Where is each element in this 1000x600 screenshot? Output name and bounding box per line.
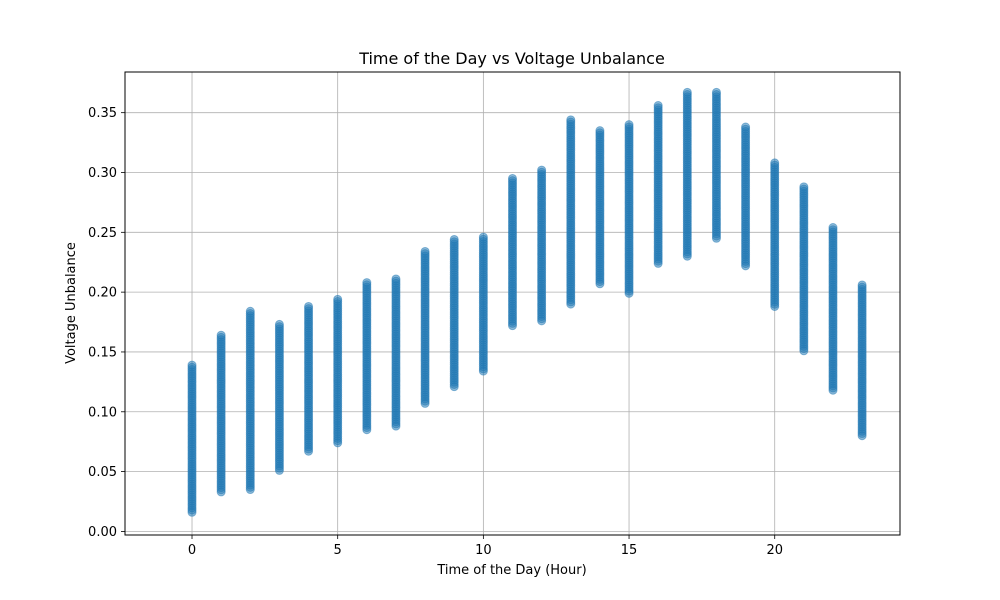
hour-4-points	[304, 301, 314, 456]
y-tick-label: 0.35	[88, 106, 117, 121]
scatter-point	[653, 100, 663, 110]
hour-0-points	[187, 360, 197, 517]
hour-23-points	[857, 280, 867, 441]
scatter-point	[537, 165, 547, 175]
x-tick-label: 0	[188, 543, 196, 558]
hour-8-points	[420, 246, 430, 408]
data-points	[187, 87, 867, 517]
chart-title: Time of the Day vs Voltage Unbalance	[358, 49, 665, 68]
scatter-point	[566, 115, 576, 125]
scatter-point	[770, 158, 780, 168]
hour-22-points	[828, 223, 838, 395]
y-tick-label: 0.25	[88, 226, 117, 241]
scatter-point	[304, 301, 314, 311]
hour-7-points	[391, 274, 401, 431]
y-tick-label: 0.10	[88, 405, 117, 420]
hour-10-points	[478, 232, 488, 376]
scatter-point	[274, 319, 284, 329]
y-tick-label: 0.00	[88, 525, 117, 540]
hour-11-points	[508, 173, 517, 331]
scatter-point	[362, 278, 372, 288]
scatter-point	[245, 306, 255, 316]
hour-13-points	[566, 115, 576, 309]
y-tick-label: 0.20	[88, 286, 117, 301]
x-tick-label: 15	[621, 543, 638, 558]
hour-20-points	[770, 158, 780, 311]
hour-16-points	[653, 100, 663, 268]
y-tick-label: 0.15	[88, 345, 117, 360]
x-axis-title: Time of the Day (Hour)	[436, 563, 586, 578]
hour-21-points	[799, 182, 809, 356]
x-tick-label: 5	[334, 543, 342, 558]
hour-2-points	[245, 306, 255, 495]
hour-17-points	[682, 87, 692, 261]
scatter-point	[216, 330, 226, 340]
scatter-point	[187, 360, 197, 370]
hour-14-points	[595, 126, 605, 289]
scatter-point	[420, 246, 430, 256]
scatter-point	[508, 173, 517, 183]
x-tick-label: 20	[766, 543, 783, 558]
scatter-point	[857, 280, 867, 290]
hour-5-points	[333, 294, 343, 448]
scatter-point	[624, 120, 634, 130]
scatter-point	[595, 126, 605, 136]
hour-12-points	[537, 165, 547, 326]
axis-ticks: 0 5 10 15 20 0.00 0.05 0.10 0.15 0.20 0.25 0.30 0.35	[88, 106, 783, 558]
scatter-point	[449, 234, 459, 244]
hour-6-points	[362, 278, 372, 435]
hour-15-points	[624, 120, 634, 298]
scatter-point	[682, 87, 692, 97]
scatter-point	[478, 232, 488, 242]
scatter-point	[333, 294, 343, 304]
y-axis-title: Voltage Unbalance	[64, 242, 79, 364]
hour-19-points	[741, 122, 751, 271]
hour-3-points	[274, 319, 284, 475]
y-tick-label: 0.05	[88, 465, 117, 480]
hour-1-points	[216, 330, 226, 497]
plot-area-frame	[124, 71, 901, 536]
hour-9-points	[449, 234, 459, 392]
scatter-point	[741, 122, 751, 132]
scatter-point	[828, 223, 838, 233]
scatter-point	[799, 182, 809, 192]
scatter-point	[391, 274, 401, 284]
hour-18-points	[711, 87, 721, 243]
x-tick-label: 10	[475, 543, 492, 558]
scatter-point	[711, 87, 721, 97]
y-tick-label: 0.30	[88, 166, 117, 181]
